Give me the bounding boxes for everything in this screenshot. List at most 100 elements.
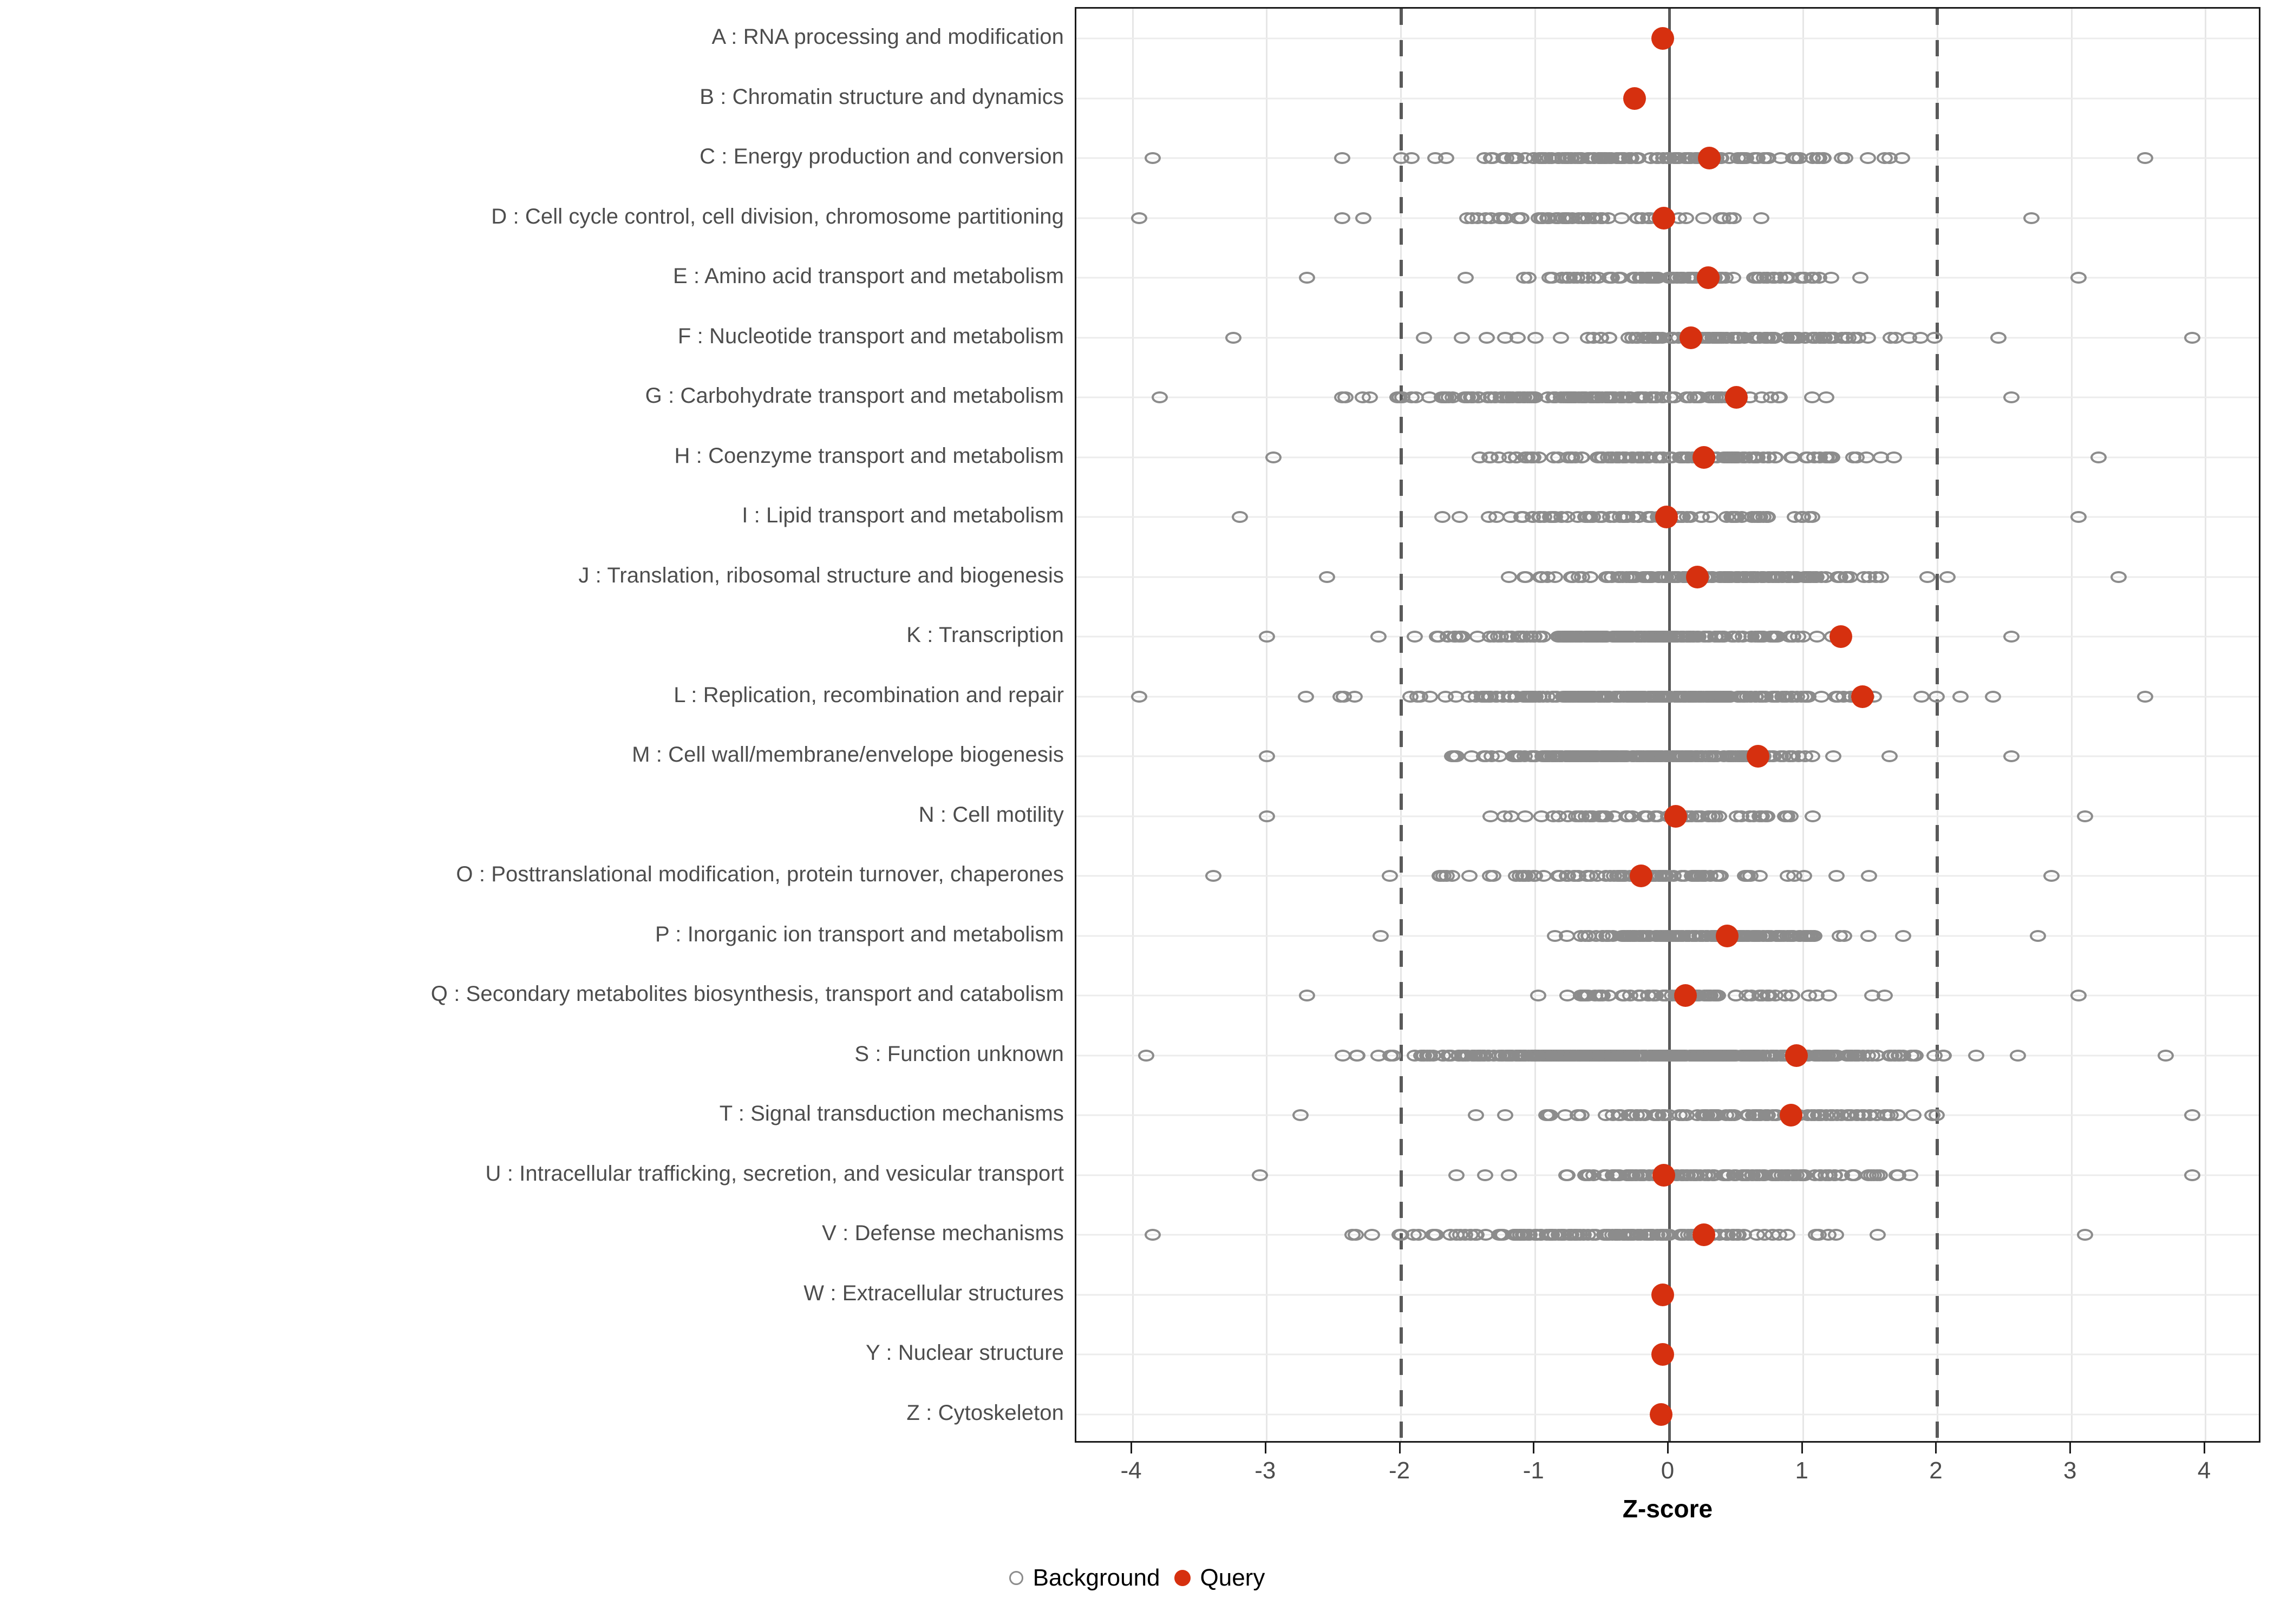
x-axis-tick [1533,1443,1535,1453]
background-point [1428,631,1445,643]
background-point [1781,272,1798,284]
y-axis-label: L : Replication, recombination and repai… [674,683,1064,707]
x-gridline [1802,9,1805,1441]
background-point [1622,391,1638,404]
legend-item-background[interactable]: Background [1009,1564,1160,1592]
x-axis-tick-label: 2 [1929,1457,1943,1484]
background-point [1530,990,1547,1002]
background-point [1727,990,1744,1002]
background-point [1535,152,1552,165]
query-point[interactable] [1629,865,1652,888]
background-point [1887,331,1904,344]
background-point [1727,331,1744,344]
query-point[interactable] [1693,446,1716,469]
y-axis-label: Q : Secondary metabolites biosynthesis, … [430,982,1064,1006]
background-point [1860,152,1877,165]
query-point[interactable] [1785,1044,1808,1067]
query-point[interactable] [1829,625,1853,649]
background-point [1705,1169,1722,1181]
background-point [1651,571,1668,583]
background-point [1435,1049,1452,1062]
background-point [1794,511,1811,523]
background-point [1145,1229,1161,1241]
background-point [1578,690,1595,703]
y-axis-label: G : Carbohydrate transport and metabolis… [645,384,1064,408]
query-point[interactable] [1715,924,1739,947]
background-point [1902,1169,1919,1181]
x-axis-tick [2203,1443,2205,1453]
background-point [1513,212,1530,224]
background-point [1759,272,1776,284]
background-point [1532,571,1548,583]
x-axis-tick-label: 0 [1661,1457,1675,1484]
background-point [1928,690,1945,703]
background-point [1768,929,1785,942]
y-axis-label: W : Extracellular structures [803,1281,1064,1305]
query-point[interactable] [1674,984,1697,1007]
background-point [1385,1049,1402,1062]
background-point [1809,631,1826,643]
x-axis-tick-label: -1 [1522,1457,1544,1484]
threshold-reference-line [1399,9,1403,1441]
background-point [1502,810,1519,822]
query-point[interactable] [1664,804,1688,828]
chart-legend: Background Query [0,1564,2274,1592]
background-point [1860,929,1877,942]
background-point [1553,331,1570,344]
query-point[interactable] [1655,506,1678,529]
query-point[interactable] [1698,147,1721,170]
legend-item-query[interactable]: Query [1174,1564,1265,1592]
query-point[interactable] [1696,266,1720,290]
background-point [1919,571,1936,583]
y-axis-label: C : Energy production and conversion [700,145,1064,169]
background-point [1815,331,1832,344]
background-point [1477,1169,1494,1181]
query-point[interactable] [1851,685,1874,708]
background-point [1754,631,1771,643]
background-point [1403,152,1420,165]
background-point [1131,690,1148,703]
background-point [1743,929,1760,942]
query-point[interactable] [1651,27,1674,50]
background-point [1364,1229,1381,1241]
query-point[interactable] [1652,1163,1676,1187]
background-point [1753,212,1770,224]
background-point [1258,810,1275,822]
background-point [1370,1049,1387,1062]
background-point [2023,212,2040,224]
background-point [1500,1169,1517,1181]
background-point [1609,690,1625,703]
background-point [1840,1049,1857,1062]
query-point[interactable] [1724,386,1748,409]
background-point [1225,331,1241,344]
background-point [1786,571,1802,583]
query-point[interactable] [1650,1403,1673,1426]
background-point [1151,391,1168,404]
x-axis-title: Z-score [1622,1495,1713,1523]
background-point [1349,1049,1366,1062]
query-point[interactable] [1652,206,1676,230]
background-point [1545,451,1562,463]
background-point [1926,331,1943,344]
query-point[interactable] [1780,1104,1803,1127]
query-point[interactable] [1651,1283,1674,1306]
query-point[interactable] [1623,87,1646,110]
query-point[interactable] [1679,326,1702,349]
background-point [1488,690,1504,703]
background-point [2090,451,2107,463]
background-point [1807,571,1824,583]
query-point[interactable] [1746,745,1769,768]
background-point [1721,571,1737,583]
query-point[interactable] [1693,1223,1716,1247]
background-point [1545,391,1561,404]
background-point [1665,870,1682,882]
background-point [1810,1229,1827,1241]
background-point [1443,750,1460,763]
query-point[interactable] [1651,1343,1674,1366]
background-point [1573,391,1590,404]
background-point [1599,391,1616,404]
query-point[interactable] [1686,565,1709,588]
background-point [1752,690,1768,703]
background-point [1864,990,1881,1002]
background-point [2110,571,2127,583]
